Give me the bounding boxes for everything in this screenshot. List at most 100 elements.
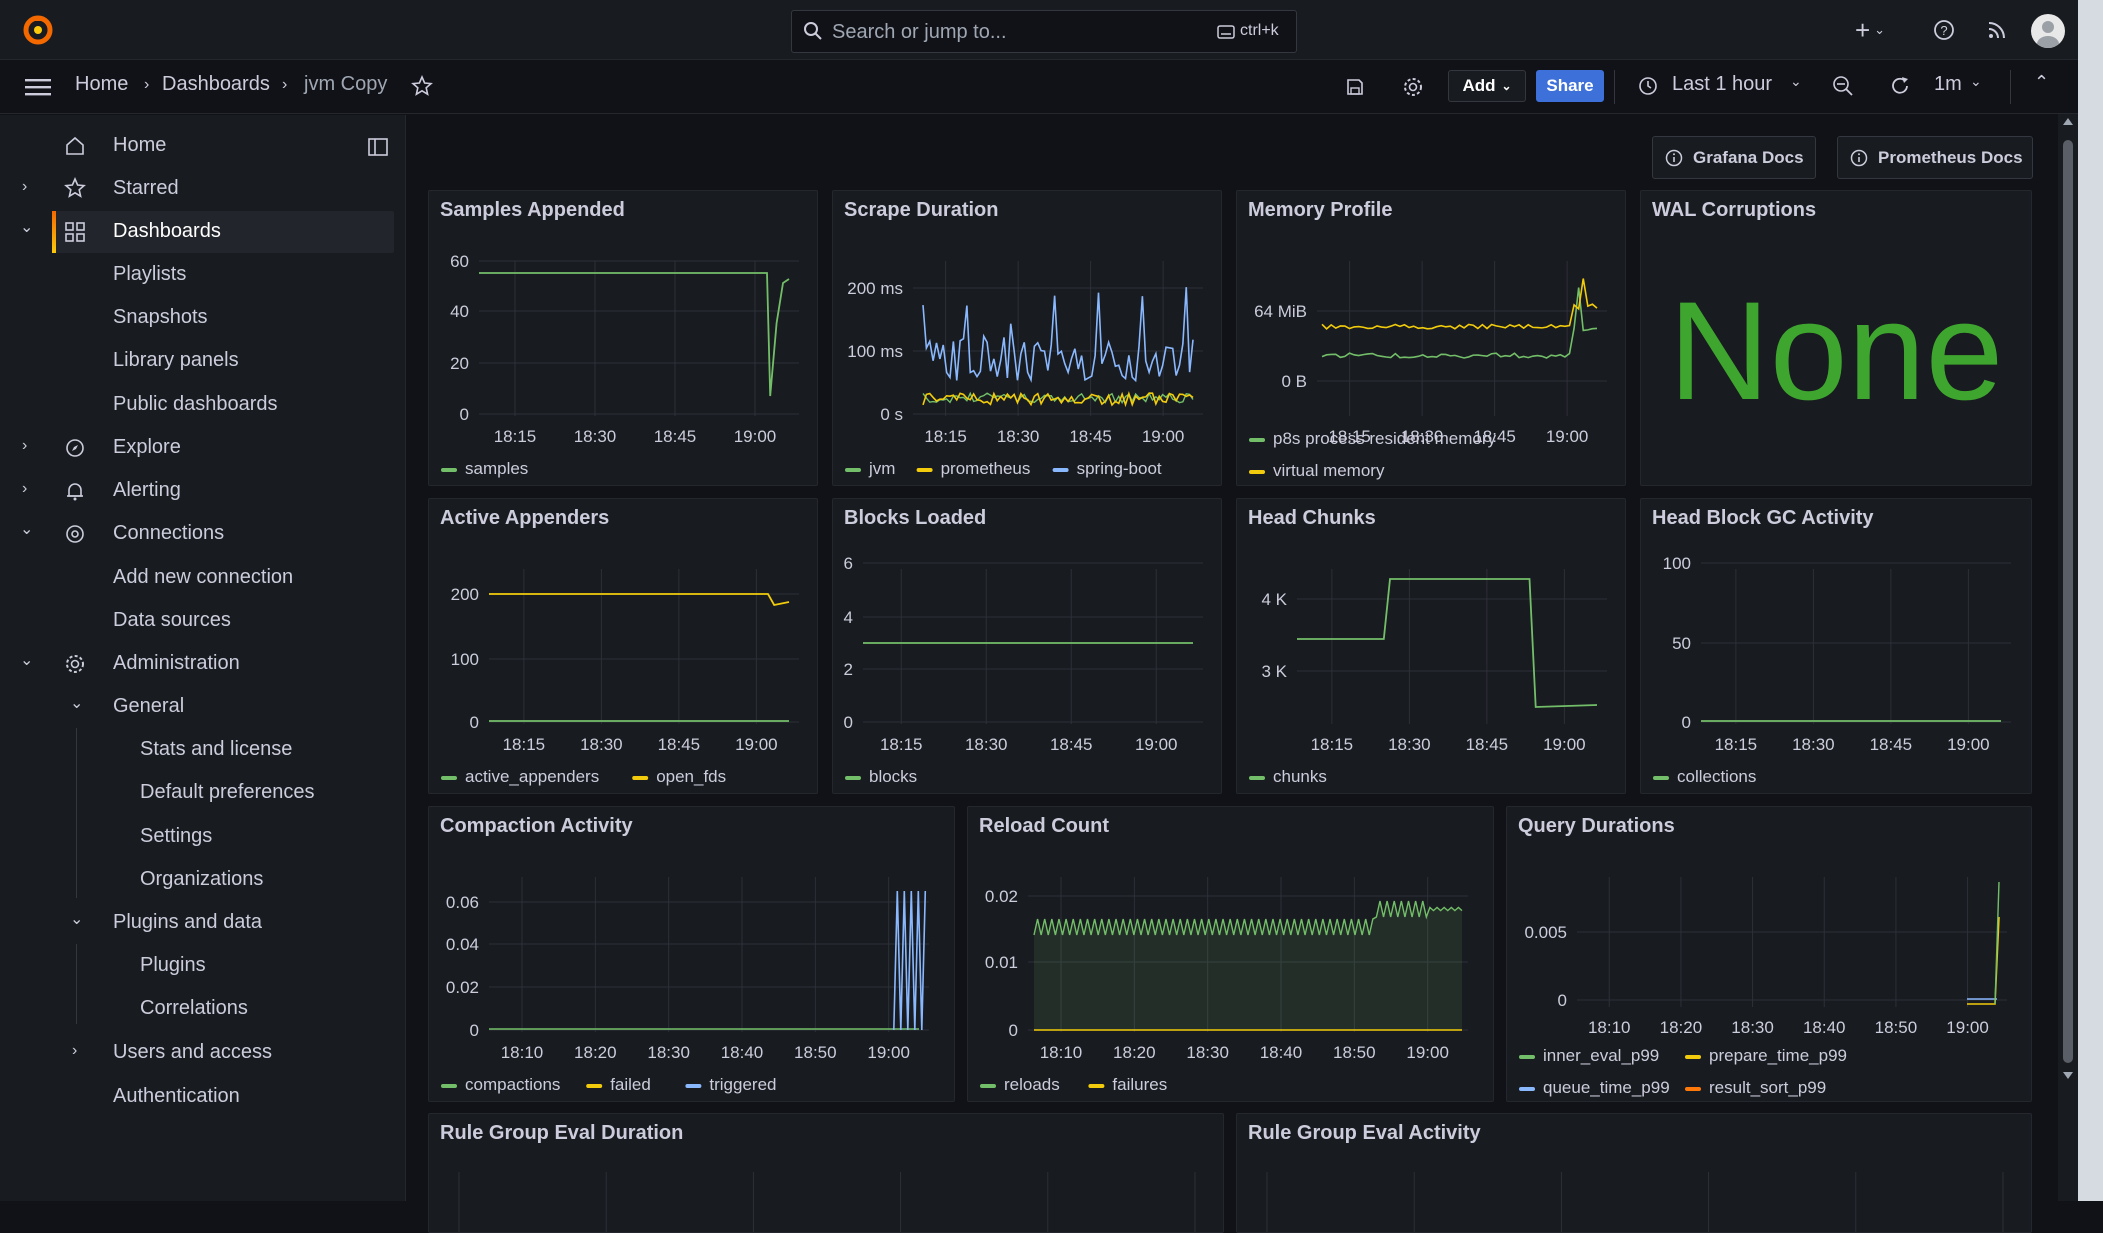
- chevron-up-icon[interactable]: ⌃: [2034, 72, 2050, 92]
- timeseries-chart[interactable]: 4 K 3 K 18:15 18:30 18:45 19:00 chunks: [1237, 499, 1626, 794]
- chevron-down-icon[interactable]: ⌄: [70, 695, 84, 712]
- timeseries-chart[interactable]: 0.06 0.04 0.02 0 18:10 18:20 18:30 18:40 18:50 19…: [429, 807, 955, 1102]
- panel-head-block-gc-activity[interactable]: Head Block GC Activity 100 50 0 18:15 18:30 18…: [1640, 498, 2032, 794]
- breadcrumb-home[interactable]: Home: [75, 73, 129, 95]
- save-icon[interactable]: [1343, 75, 1367, 99]
- timeseries-chart[interactable]: 6 4 2 0 18:15 18:30 18:45 19:00 blocks: [833, 499, 1222, 794]
- news-feed-icon[interactable]: [1985, 18, 2009, 42]
- legend-item[interactable]: virtual memory: [1273, 461, 1385, 480]
- timeseries-chart[interactable]: 0.02 0.01 0 18:10 18:20 18:30 18:40 18:50 19:00 r…: [968, 807, 1494, 1102]
- legend-item[interactable]: blocks: [869, 767, 917, 786]
- avatar[interactable]: [2031, 14, 2065, 48]
- legend-item[interactable]: reloads: [1004, 1075, 1060, 1094]
- sidebar-item-correlations[interactable]: Correlations: [140, 997, 248, 1019]
- chevron-right-icon[interactable]: ›: [22, 437, 28, 454]
- grafana-logo-icon[interactable]: [22, 14, 54, 46]
- sidebar-item-authentication[interactable]: Authentication: [113, 1085, 240, 1107]
- panel-title[interactable]: Compaction Activity: [440, 815, 633, 837]
- panel-reload-count[interactable]: Reload Count 0.02 0.01 0 18:10 18:20 18:30 18:4…: [967, 806, 1494, 1102]
- scrollbar-thumb[interactable]: [2063, 140, 2073, 1063]
- scrollbar[interactable]: [2058, 114, 2078, 1201]
- panel-scrape-duration[interactable]: Scrape Duration 200 ms 100 ms 0 s 18:15 18:30…: [832, 190, 1222, 486]
- legend-item[interactable]: samples: [465, 459, 528, 478]
- panel-memory-profile[interactable]: Memory Profile 64 MiB 0 B 18:15 18:30 18:45 19…: [1236, 190, 1626, 486]
- clock-icon[interactable]: [1636, 74, 1660, 98]
- sidebar-item-stats-and-license[interactable]: Stats and license: [140, 738, 293, 760]
- panel-wal-corruptions[interactable]: WAL Corruptions None: [1640, 190, 2032, 486]
- timeseries-chart[interactable]: 100 50 0 18:15 18:30 18:45 19:00 collections: [1641, 499, 2032, 794]
- panel-blocks-loaded[interactable]: Blocks Loaded 6 4 2 0 18:15 18:30 18:45 19:00 blo…: [832, 498, 1222, 794]
- legend-item[interactable]: jvm: [868, 459, 895, 478]
- chevron-right-icon[interactable]: ›: [22, 178, 28, 195]
- sidebar-item-playlists[interactable]: Playlists: [113, 263, 187, 285]
- chevron-down-icon[interactable]: ⌄: [1790, 73, 1802, 89]
- chevron-right-icon[interactable]: ›: [72, 1042, 78, 1059]
- legend-item[interactable]: open_fds: [656, 767, 726, 786]
- panel-title[interactable]: Rule Group Eval Activity: [1248, 1122, 1481, 1144]
- panel-title[interactable]: Active Appenders: [440, 507, 610, 529]
- dock-menu-icon[interactable]: [366, 135, 390, 159]
- zoom-out-icon[interactable]: [1831, 74, 1855, 98]
- legend-item[interactable]: spring-boot: [1077, 459, 1162, 478]
- panel-title[interactable]: WAL Corruptions: [1652, 199, 1817, 221]
- sidebar-item-library-panels[interactable]: Library panels: [113, 349, 239, 371]
- panel-head-chunks[interactable]: Head Chunks 4 K 3 K 18:15 18:30 18:45 19:00 chu…: [1236, 498, 1626, 794]
- legend-item[interactable]: prepare_time_p99: [1709, 1046, 1847, 1065]
- chevron-down-icon[interactable]: ⌄: [20, 652, 34, 669]
- star-icon[interactable]: [410, 74, 434, 98]
- share-button[interactable]: Share: [1536, 70, 1604, 102]
- legend-item[interactable]: inner_eval_p99: [1543, 1046, 1659, 1065]
- panel-title[interactable]: Head Chunks: [1248, 507, 1376, 529]
- panel-title[interactable]: Query Durations: [1518, 815, 1675, 837]
- chevron-down-icon[interactable]: ⌄: [70, 911, 84, 928]
- panel-title[interactable]: Scrape Duration: [844, 199, 999, 221]
- legend-item[interactable]: failed: [610, 1075, 651, 1094]
- legend-item[interactable]: failures: [1112, 1075, 1167, 1094]
- legend-item[interactable]: prometheus: [941, 459, 1031, 478]
- legend-item[interactable]: chunks: [1273, 767, 1327, 786]
- timeseries-chart[interactable]: 200 100 0 18:15 18:30 18:45 19:00 active_append…: [429, 499, 818, 794]
- sidebar-item-data-sources[interactable]: Data sources: [113, 609, 231, 631]
- chevron-down-icon[interactable]: ⌄: [1970, 73, 1982, 89]
- sidebar-item-settings[interactable]: Settings: [140, 825, 213, 847]
- timeseries-chart[interactable]: 64 MiB 0 B 18:15 18:30 18:45 19:00 p8s process…: [1237, 191, 1626, 486]
- sidebar-item-organizations[interactable]: Organizations: [140, 868, 264, 890]
- plus-icon[interactable]: + ⌄: [1854, 14, 1886, 45]
- chevron-right-icon[interactable]: ›: [22, 480, 28, 497]
- panel-samples-appended[interactable]: Samples Appended 60 40 20 0 18:15 18:30 18:45 19…: [428, 190, 818, 486]
- panel-active-appenders[interactable]: Active Appenders 200 100 0 18:15 18:30 18:45 19…: [428, 498, 818, 794]
- sidebar-item-plugins[interactable]: Plugins: [140, 954, 206, 976]
- sidebar-item-snapshots[interactable]: Snapshots: [113, 306, 208, 328]
- time-range-picker[interactable]: Last 1 hour: [1672, 73, 1773, 95]
- refresh-interval-picker[interactable]: 1m: [1934, 73, 1962, 95]
- sidebar-item-default-preferences[interactable]: Default preferences: [140, 781, 315, 803]
- search-bar[interactable]: ctrl+k: [791, 10, 1297, 53]
- grafana-docs-link[interactable]: Grafana Docs: [1652, 136, 1816, 179]
- panel-rule-group-eval-activity[interactable]: Rule Group Eval Activity: [1236, 1113, 2032, 1233]
- refresh-icon[interactable]: [1888, 74, 1912, 98]
- scrollbar-down-icon[interactable]: [2063, 1072, 2073, 1079]
- legend-item[interactable]: triggered: [709, 1075, 776, 1094]
- legend-item[interactable]: active_appenders: [465, 767, 599, 786]
- add-button[interactable]: Add ⌄: [1448, 70, 1526, 102]
- timeseries-chart[interactable]: 0.005 0 18:10 18:20 18:30 18:40 18:50 19:00 inne…: [1507, 807, 2032, 1102]
- scrollbar-up-icon[interactable]: [2063, 118, 2073, 125]
- panel-title[interactable]: Memory Profile: [1248, 199, 1393, 221]
- help-icon[interactable]: ?: [1932, 18, 1956, 42]
- legend-item[interactable]: result_sort_p99: [1709, 1078, 1826, 1097]
- panel-title[interactable]: Rule Group Eval Duration: [440, 1122, 684, 1144]
- sidebar-item-add-new-connection[interactable]: Add new connection: [113, 566, 294, 588]
- panel-rule-group-eval-duration[interactable]: Rule Group Eval Duration: [428, 1113, 1224, 1233]
- panel-title[interactable]: Samples Appended: [440, 199, 625, 221]
- legend-item[interactable]: p8s process resident memory: [1273, 429, 1496, 448]
- legend-item[interactable]: queue_time_p99: [1543, 1078, 1670, 1097]
- chevron-down-icon[interactable]: ⌄: [20, 521, 34, 538]
- prometheus-docs-link[interactable]: Prometheus Docs: [1837, 136, 2033, 179]
- chevron-down-icon[interactable]: ⌄: [20, 219, 34, 236]
- sidebar-item-public-dashboards[interactable]: Public dashboards: [113, 393, 278, 415]
- breadcrumb-dashboards[interactable]: Dashboards: [162, 73, 270, 95]
- legend-item[interactable]: compactions: [465, 1075, 560, 1094]
- panel-title[interactable]: Blocks Loaded: [844, 507, 987, 529]
- panel-title[interactable]: Reload Count: [979, 815, 1109, 837]
- timeseries-chart[interactable]: 60 40 20 0 18:15 18:30 18:45 19:00 samples: [429, 191, 818, 486]
